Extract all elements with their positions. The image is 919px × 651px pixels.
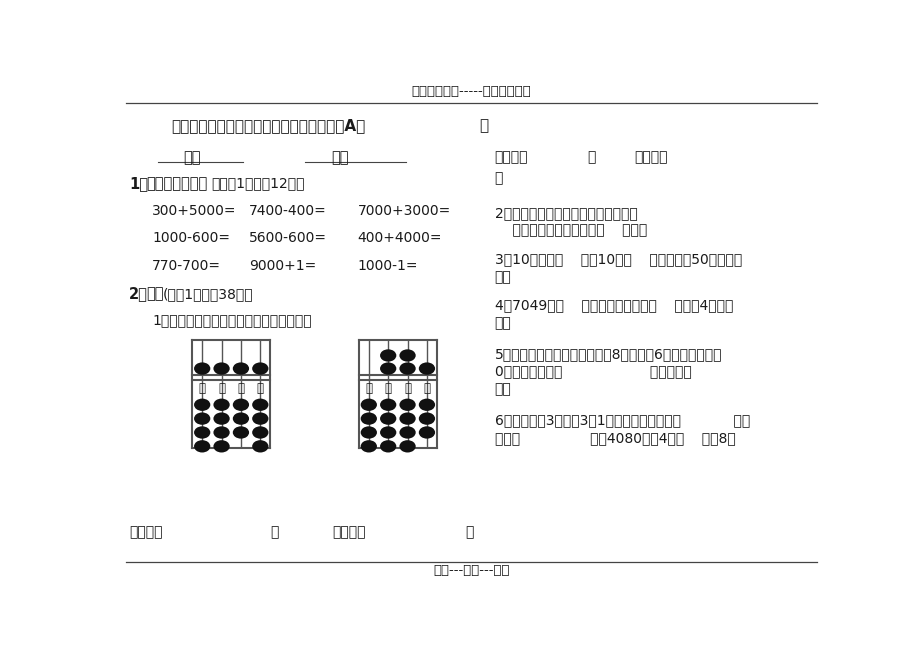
Text: 姓名: 姓名 <box>184 150 201 165</box>
Text: 1、: 1、 <box>129 176 148 191</box>
Text: 读作（                ），4080是由4个（    ）和8个: 读作（ ），4080是由4个（ ）和8个 <box>494 431 734 445</box>
Ellipse shape <box>213 440 230 452</box>
Text: ）: ） <box>269 525 278 540</box>
Text: 千: 千 <box>199 382 206 395</box>
Ellipse shape <box>360 426 377 439</box>
Text: 十: 十 <box>237 382 244 395</box>
Text: 9000+1=: 9000+1= <box>249 259 316 273</box>
Text: 读作：（: 读作：（ <box>332 525 365 540</box>
Text: 读作：（: 读作：（ <box>129 525 163 540</box>
Text: ）: ） <box>494 171 503 186</box>
Ellipse shape <box>418 413 435 424</box>
Text: 千: 千 <box>365 382 372 395</box>
Ellipse shape <box>194 426 210 439</box>
Text: 5、一个四位数，它的千位上是8，十位上6，其余各位上是: 5、一个四位数，它的千位上是8，十位上6，其余各位上是 <box>494 347 721 361</box>
Ellipse shape <box>213 413 230 424</box>
Ellipse shape <box>380 398 396 411</box>
Ellipse shape <box>418 426 435 439</box>
Ellipse shape <box>360 398 377 411</box>
Ellipse shape <box>233 398 249 411</box>
Text: 4、7049是（    ）位数，最高位是（    ）位，4表示（: 4、7049是（ ）位数，最高位是（ ）位，4表示（ <box>494 298 732 312</box>
Text: 1000-1=: 1000-1= <box>357 259 417 273</box>
Text: ）。: ）。 <box>494 316 511 330</box>
Text: 新苏教版二年级数学下册第四单元检测卷（A）: 新苏教版二年级数学下册第四单元检测卷（A） <box>171 118 366 133</box>
Text: ）。: ）。 <box>494 270 511 284</box>
Text: 个: 个 <box>256 382 264 395</box>
Ellipse shape <box>399 363 415 375</box>
Text: ）: ） <box>479 118 488 133</box>
Ellipse shape <box>233 426 249 439</box>
Ellipse shape <box>213 363 230 375</box>
Ellipse shape <box>252 413 268 424</box>
Text: 5600-600=: 5600-600= <box>249 231 327 245</box>
Ellipse shape <box>360 440 377 452</box>
Text: （: （ <box>465 525 473 540</box>
Ellipse shape <box>380 363 396 375</box>
Ellipse shape <box>380 350 396 362</box>
Text: 400+4000=: 400+4000= <box>357 231 442 245</box>
Text: 6、一个数由3个千和3个1组成，这个数写作（            ），: 6、一个数由3个千和3个1组成，这个数写作（ ）， <box>494 413 749 427</box>
Text: 300+5000=: 300+5000= <box>152 204 236 217</box>
Text: 写作：（: 写作：（ <box>633 150 667 165</box>
Text: 精选优质文档-----倾情为你奉上: 精选优质文档-----倾情为你奉上 <box>411 85 531 98</box>
Ellipse shape <box>233 363 249 375</box>
Text: 0，这个数写作（                    ），读作（: 0，这个数写作（ ），读作（ <box>494 365 691 378</box>
Ellipse shape <box>252 426 268 439</box>
Ellipse shape <box>380 426 396 439</box>
Ellipse shape <box>252 440 268 452</box>
Ellipse shape <box>399 426 415 439</box>
Ellipse shape <box>399 350 415 362</box>
Text: ）。: ）。 <box>494 382 511 396</box>
Text: 填空: 填空 <box>146 286 164 301</box>
Ellipse shape <box>194 413 210 424</box>
Text: 专心---专注---专业: 专心---专注---专业 <box>433 564 509 577</box>
Text: ）: ） <box>587 150 596 165</box>
Ellipse shape <box>252 363 268 375</box>
Text: 1000-600=: 1000-600= <box>152 231 230 245</box>
Text: 3、10个百是（    ），10个（    ）是一万，50个百是（: 3、10个百是（ ），10个（ ）是一万，50个百是（ <box>494 252 742 266</box>
Text: 1、读出下面算盘上表示的数，再写出来。: 1、读出下面算盘上表示的数，再写出来。 <box>152 313 312 327</box>
Ellipse shape <box>213 398 230 411</box>
Text: 2、在数位顺序表中，从右边起，第（: 2、在数位顺序表中，从右边起，第（ <box>494 206 637 220</box>
Text: 百: 百 <box>218 382 225 395</box>
Ellipse shape <box>233 413 249 424</box>
Text: 得分: 得分 <box>331 150 348 165</box>
Ellipse shape <box>399 398 415 411</box>
Ellipse shape <box>194 398 210 411</box>
Ellipse shape <box>380 440 396 452</box>
Text: 7400-400=: 7400-400= <box>249 204 326 217</box>
Text: 直接写出得数。: 直接写出得数。 <box>146 176 207 191</box>
Text: (每空1分，共38分）: (每空1分，共38分） <box>163 286 254 301</box>
Text: 十: 十 <box>403 382 411 395</box>
Text: 7000+3000=: 7000+3000= <box>357 204 450 217</box>
Ellipse shape <box>252 398 268 411</box>
Text: 百: 百 <box>384 382 391 395</box>
Text: 2、: 2、 <box>129 286 148 301</box>
Ellipse shape <box>418 398 435 411</box>
Ellipse shape <box>399 413 415 424</box>
Text: （每题1分，共12分）: （每题1分，共12分） <box>210 176 304 191</box>
Ellipse shape <box>194 363 210 375</box>
Ellipse shape <box>360 413 377 424</box>
Ellipse shape <box>213 426 230 439</box>
Ellipse shape <box>418 363 435 375</box>
Ellipse shape <box>194 440 210 452</box>
Text: ）位是十位，第五位是（    ）位。: ）位是十位，第五位是（ ）位。 <box>494 223 646 238</box>
Ellipse shape <box>399 440 415 452</box>
Text: 个: 个 <box>423 382 430 395</box>
Text: 写作：（: 写作：（ <box>494 150 528 165</box>
Ellipse shape <box>380 413 396 424</box>
Text: 770-700=: 770-700= <box>152 259 221 273</box>
